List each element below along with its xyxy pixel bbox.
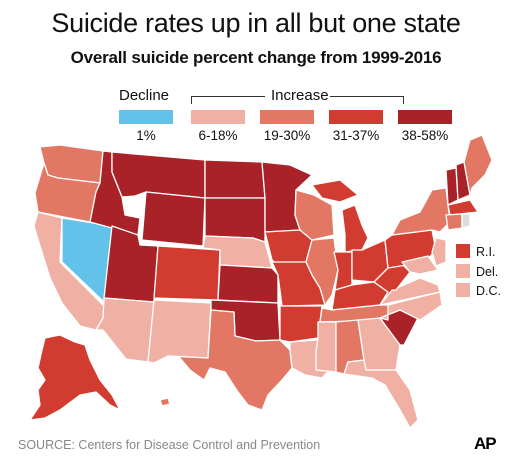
- state-new-york: [391, 187, 451, 236]
- state-massachusetts: [447, 199, 479, 216]
- state-north-dakota: [204, 159, 266, 199]
- state-arizona: [95, 297, 155, 363]
- state-illinois: [305, 237, 339, 306]
- state-kansas: [217, 264, 279, 304]
- legend-increase-bracket-right: [330, 96, 404, 104]
- state-michigan-upper: [311, 179, 359, 203]
- state-rhode-island: [461, 213, 471, 229]
- legend-swatch-6-18: [191, 110, 245, 124]
- state-texas: [167, 309, 293, 411]
- state-wyoming: [141, 191, 206, 247]
- ap-logo: AP: [474, 434, 497, 453]
- legend-label-19-30: 19-30%: [263, 128, 311, 143]
- state-arkansas: [279, 305, 323, 343]
- legend-label-38-58: 38-58%: [401, 128, 449, 143]
- state-new-jersey: [431, 237, 447, 267]
- state-connecticut: [445, 213, 463, 231]
- state-new-mexico: [147, 299, 212, 364]
- small-state-label-del: Del.: [476, 265, 498, 279]
- state-california: [33, 211, 105, 331]
- source-note: SOURCE: Centers for Disease Control and …: [18, 438, 321, 452]
- legend-increase-header: Increase: [271, 87, 329, 104]
- state-colorado: [153, 245, 221, 301]
- small-state-swatch-ri: [456, 244, 470, 258]
- small-state-swatch-del: [456, 264, 470, 278]
- legend-swatch-19-30: [260, 110, 314, 124]
- map-subtitle: Overall suicide percent change from 1999…: [70, 48, 442, 67]
- state-maine: [463, 134, 493, 196]
- legend-decline-header: Decline: [119, 87, 170, 104]
- state-montana: [111, 151, 206, 199]
- state-florida: [343, 359, 419, 429]
- state-south-dakota: [204, 197, 266, 243]
- state-wisconsin: [294, 189, 335, 241]
- legend-label-decline: 1%: [136, 128, 156, 143]
- small-state-swatch-dc: [456, 283, 470, 297]
- state-michigan: [341, 204, 369, 253]
- legend-label-6-18: 6-18%: [198, 128, 238, 143]
- small-state-label-dc: D.C.: [476, 284, 501, 298]
- legend-increase-bracket-left: [191, 96, 265, 104]
- legend-swatch-decline: [119, 110, 173, 124]
- state-maryland: [401, 255, 439, 275]
- legend-swatch-38-58: [398, 110, 452, 124]
- state-hawaii: [159, 397, 171, 407]
- small-state-label-ri: R.I.: [476, 245, 495, 259]
- legend-swatch-31-37: [329, 110, 383, 124]
- legend-label-31-37: 31-37%: [332, 128, 380, 143]
- state-north-carolina: [379, 291, 443, 321]
- map-title: Suicide rates up in all but one state: [51, 8, 461, 38]
- state-alaska: [29, 334, 121, 421]
- state-mississippi: [315, 321, 337, 373]
